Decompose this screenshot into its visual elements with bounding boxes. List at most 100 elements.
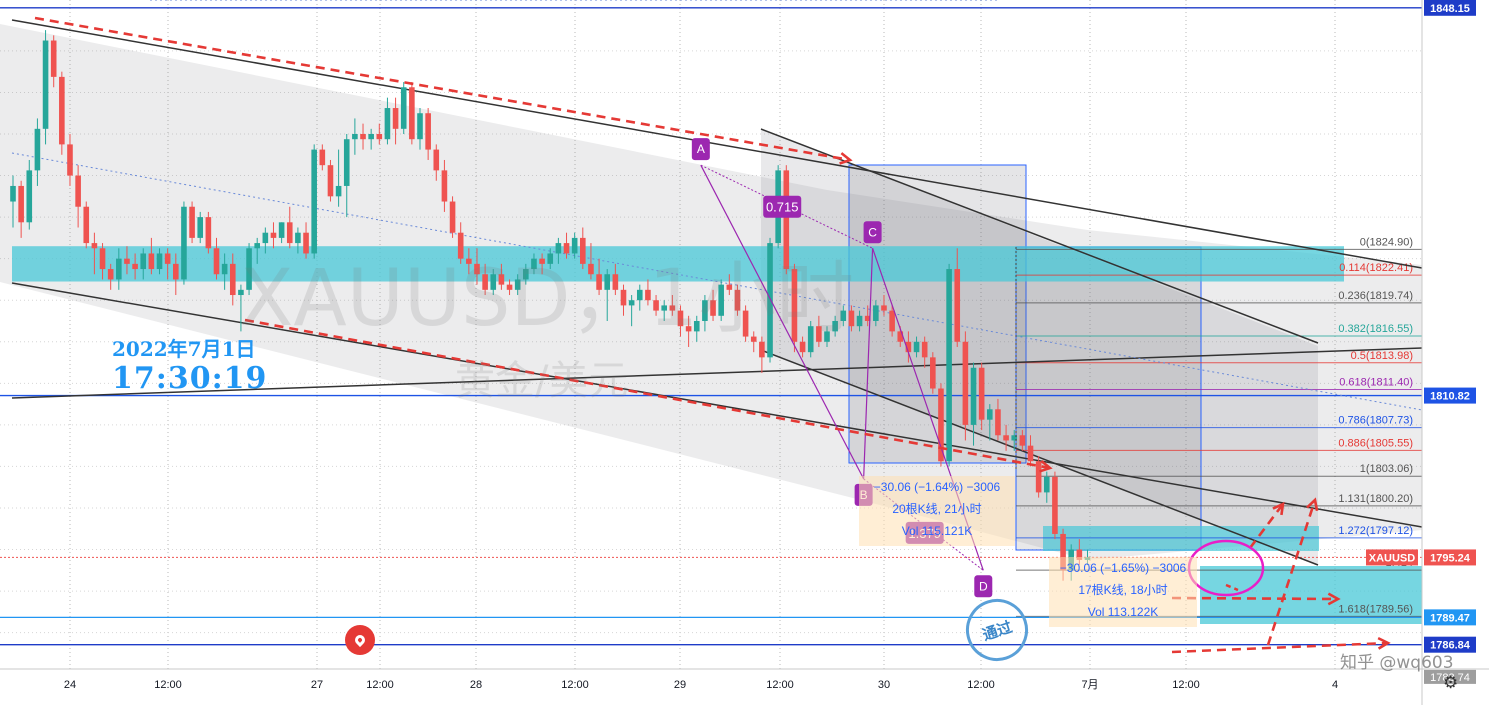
candle-body [441, 170, 448, 202]
x-tick-label: 7月 [1081, 679, 1098, 691]
candle-body [588, 263, 594, 275]
candle-body [335, 185, 342, 197]
candle-body [173, 263, 179, 280]
candle-body [750, 336, 757, 342]
pattern-point-marker[interactable] [974, 575, 993, 598]
candle-body [189, 206, 195, 238]
candle-body [669, 305, 676, 311]
candle-body [360, 134, 366, 140]
price-axis-background [1422, 0, 1489, 705]
channel-lower-line[interactable] [11, 282, 1423, 528]
candle-body [392, 108, 399, 129]
candle-body [449, 201, 456, 233]
candle-body [661, 305, 667, 311]
candle-body [742, 310, 749, 337]
fib-level-label: 0.114(1822.41) [1339, 262, 1413, 274]
candle-body [59, 76, 65, 145]
candle-body [693, 320, 700, 332]
candle-body [409, 87, 415, 140]
candle-body [580, 237, 586, 264]
channel-upper-line[interactable] [11, 19, 1423, 269]
candle-body [376, 134, 383, 140]
forecast-arrow [244, 318, 1051, 470]
x-tick-label: 28 [470, 679, 482, 691]
candle-body [938, 388, 944, 462]
x-tick-label: 29 [674, 679, 686, 691]
candle-body [816, 326, 822, 342]
x-tick-label: 12:00 [561, 679, 589, 691]
fib-level-label: 0.236(1819.74) [1338, 290, 1413, 302]
candle-body [270, 232, 277, 238]
pattern-point-marker[interactable] [863, 221, 882, 244]
x-tick-label: 12:00 [366, 679, 394, 691]
candle-body [400, 87, 407, 129]
candle-body [1043, 476, 1050, 493]
candle-body [140, 253, 147, 270]
candle-body [531, 258, 537, 270]
candle-body [498, 274, 505, 285]
candle-body [116, 258, 122, 280]
price-tag-label: 1795.24 [1430, 552, 1471, 564]
location-pin-icon[interactable] [345, 625, 375, 655]
candle-body [42, 40, 49, 129]
forecast-arrow [34, 16, 851, 162]
price-tag-label: 1786.84 [1430, 640, 1471, 652]
symbol-watermark: XAUUSD，1小时 [240, 254, 855, 344]
timestamp-overlay: 2022年7月1日 17:30:19 [112, 336, 267, 396]
fib-level-label: 0.786(1807.73) [1338, 415, 1413, 427]
candle-body [221, 263, 228, 275]
trend-line-rising[interactable] [11, 347, 1423, 399]
fib-level-label: 1(1803.06) [1360, 463, 1413, 475]
candle-body [848, 310, 855, 327]
candle-body [286, 222, 293, 244]
forecast-arrow-head [1039, 460, 1053, 473]
candle-body [197, 217, 204, 238]
price-range-measure-1[interactable]: −30.06 (−1.64%) −3006 20根K线, 21小时 Vol 11… [859, 476, 1015, 546]
forecast-arrow [1266, 499, 1317, 646]
wedge-lower-line[interactable] [760, 349, 1319, 566]
candle-body [229, 263, 236, 296]
pattern-leg[interactable] [700, 164, 865, 480]
price-range-measure-2[interactable]: −30.06 (−1.65%) −3006 17根K线, 18小时 Vol 11… [1049, 557, 1197, 627]
pattern-ratio-badge [763, 195, 802, 218]
candle-body [718, 284, 724, 316]
x-tick-label: 24 [64, 679, 76, 691]
price-tag: 1789.47 [1424, 609, 1476, 626]
candle-body [466, 258, 472, 264]
candle-body [514, 279, 521, 290]
pattern-leg[interactable] [863, 248, 874, 479]
forecast-dash [1225, 583, 1239, 592]
forecast-arrow-head [1327, 592, 1341, 606]
settings-gear-icon[interactable]: ⚙ [1443, 673, 1459, 693]
candle-body [791, 269, 798, 342]
candle-body [840, 310, 847, 321]
x-tick-label: 12:00 [1172, 679, 1200, 691]
candle-body [124, 258, 130, 264]
candle-body [995, 409, 1001, 436]
candle-body [457, 232, 464, 259]
pattern-point-marker[interactable] [691, 138, 710, 161]
candle-body [1003, 435, 1009, 441]
candle-body [295, 232, 301, 244]
price-tag-label: 1848.15 [1430, 3, 1470, 15]
candle-body [26, 170, 33, 223]
fib-level-label: 0(1824.90) [1360, 236, 1413, 248]
candle-body [881, 305, 887, 311]
candle-body [1035, 461, 1042, 493]
fib-level-label: 1.272(1797.12) [1338, 525, 1413, 537]
candle-body [571, 237, 578, 254]
candle-body [254, 243, 260, 249]
date-range-box-2 [1015, 246, 1202, 551]
measure-2-bars: 17根K线, 18小时 [1078, 583, 1168, 597]
candle-body [67, 144, 73, 176]
candle-body [702, 300, 708, 321]
wedge-upper-line[interactable] [760, 128, 1319, 344]
candle-body [539, 258, 545, 264]
pattern-point-label: A [697, 142, 705, 156]
candle-body [18, 185, 24, 223]
fib-level-label: 1.618(1789.56) [1338, 603, 1413, 615]
candle-body [978, 367, 985, 420]
fib-level-label: 0.382(1816.55) [1338, 323, 1413, 335]
price-tag-box [1424, 549, 1476, 566]
